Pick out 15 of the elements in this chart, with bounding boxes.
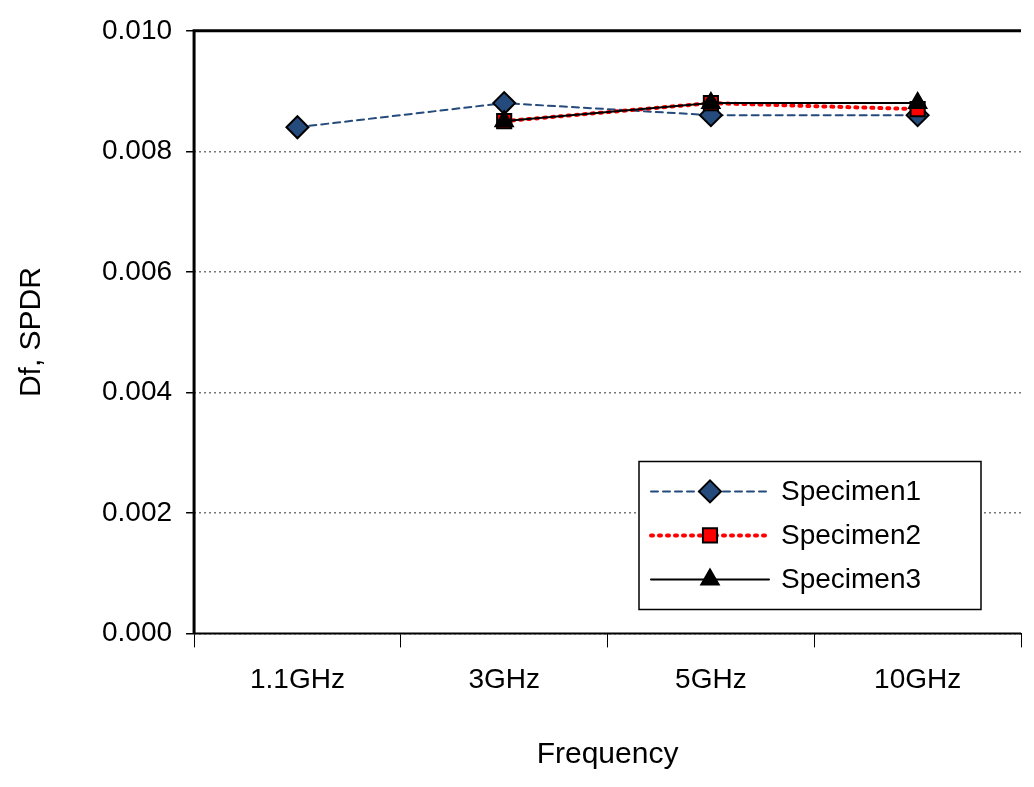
y-tick-label: 0.006 bbox=[101, 254, 173, 286]
legend-label: Specimen3 bbox=[781, 563, 922, 595]
y-tick-label: 0.004 bbox=[101, 375, 173, 407]
y-tick-label: 0.002 bbox=[101, 495, 173, 527]
x-tick-label: 3GHz bbox=[468, 662, 540, 694]
y-axis-title: Df, SPDR bbox=[13, 267, 47, 398]
x-axis-title: Frequency bbox=[536, 736, 679, 770]
legend-label: Specimen1 bbox=[781, 475, 922, 507]
y-tick-label: 0.000 bbox=[101, 616, 173, 648]
x-tick-label: 10GHz bbox=[874, 662, 962, 694]
y-tick-label: 0.010 bbox=[101, 13, 173, 45]
legend-label: Specimen2 bbox=[781, 519, 922, 551]
x-tick-label: 5GHz bbox=[675, 662, 747, 694]
x-tick-label: 1.1GHz bbox=[249, 662, 345, 694]
y-tick-label: 0.008 bbox=[101, 134, 173, 166]
